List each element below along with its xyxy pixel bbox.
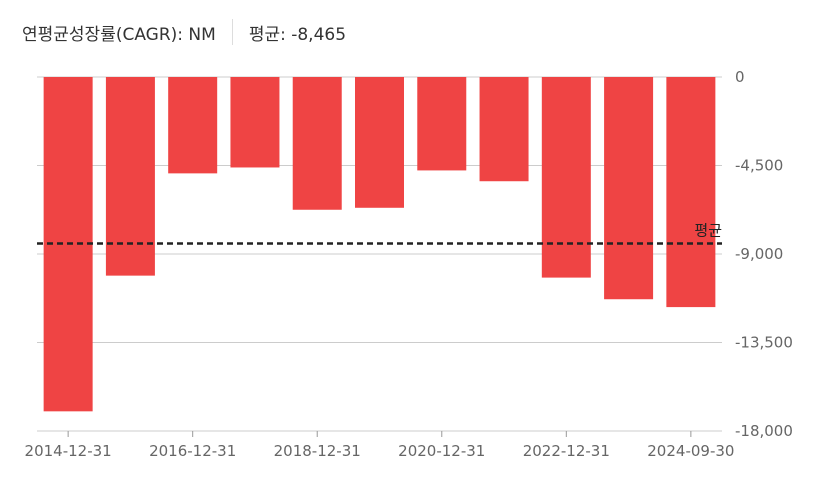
average-summary: 평균: -8,465 xyxy=(248,24,347,45)
bar xyxy=(168,77,218,174)
bar xyxy=(604,77,654,300)
bar xyxy=(666,77,716,308)
y-axis: 0 -4,500 -9,000 -13,500 -18,000 xyxy=(735,68,793,440)
bar xyxy=(230,77,280,168)
chart-header: 연평균성장률(CAGR): NM 평균: -8,465 xyxy=(22,18,346,46)
x-tick-label: 2014-12-31 xyxy=(25,442,112,460)
header-divider xyxy=(231,19,233,45)
bar xyxy=(541,77,591,278)
y-tick-label: -9,000 xyxy=(735,245,783,263)
cagr-label: 연평균성장률(CAGR): NM xyxy=(22,24,216,45)
x-tick-label: 2024-09-30 xyxy=(647,442,734,460)
x-axis: 2014-12-31 2016-12-31 2018-12-31 2020-12-31… xyxy=(25,431,734,460)
bar xyxy=(355,77,404,208)
x-tick-label: 2016-12-31 xyxy=(149,442,236,460)
y-tick-label: -4,500 xyxy=(735,157,783,175)
x-tick-label: 2018-12-31 xyxy=(274,442,361,460)
y-tick-label: 0 xyxy=(735,68,745,86)
average-line-label: 평균 xyxy=(694,221,722,239)
bar xyxy=(479,77,529,182)
x-tick-label: 2022-12-31 xyxy=(523,442,610,460)
bar xyxy=(417,77,467,171)
y-tick-label: -13,500 xyxy=(735,334,793,352)
average-line-group: 평균 xyxy=(37,221,722,245)
bar xyxy=(105,77,155,276)
y-tick-label: -18,000 xyxy=(735,422,793,440)
bar xyxy=(292,77,342,210)
x-tick-label: 2020-12-31 xyxy=(398,442,485,460)
